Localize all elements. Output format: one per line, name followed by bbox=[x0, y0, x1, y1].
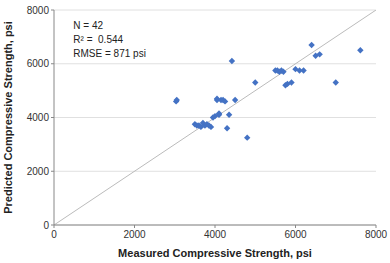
point bbox=[357, 47, 363, 53]
x-tick bbox=[376, 225, 377, 228]
x-tick-label: 4000 bbox=[204, 229, 227, 240]
y-tick bbox=[51, 63, 54, 64]
point bbox=[226, 112, 232, 118]
point bbox=[244, 134, 250, 140]
y-tick-label: 2000 bbox=[27, 166, 50, 177]
grid-line bbox=[54, 10, 376, 11]
point bbox=[174, 97, 180, 103]
chart: 0 2000 4000 6000 8000 0 2000 4000 6000 8000 Measur… bbox=[0, 0, 390, 263]
point bbox=[308, 42, 314, 48]
point bbox=[280, 69, 286, 75]
y-tick-label: 4000 bbox=[27, 112, 50, 123]
grid-line bbox=[54, 171, 376, 172]
x-tick-label: 2000 bbox=[123, 229, 146, 240]
y-axis-label: Predicted Compressive Strength, psi bbox=[2, 21, 14, 214]
point bbox=[232, 97, 238, 103]
x-tick bbox=[295, 225, 296, 228]
y-tick bbox=[51, 171, 54, 172]
point bbox=[216, 110, 222, 116]
plot-area bbox=[54, 10, 376, 225]
y-tick-label: 0 bbox=[43, 220, 49, 231]
y-tick-label: 6000 bbox=[27, 58, 50, 69]
y-tick-label: 8000 bbox=[27, 5, 50, 16]
x-tick-label: 6000 bbox=[284, 229, 307, 240]
point bbox=[288, 79, 294, 85]
stats-annotation: N = 42R² = 0.544RMSE = 871 psi bbox=[73, 20, 146, 59]
point bbox=[208, 124, 214, 130]
point bbox=[229, 58, 235, 64]
y-tick bbox=[51, 117, 54, 118]
point bbox=[224, 125, 230, 131]
equality-line bbox=[54, 10, 376, 225]
point bbox=[316, 51, 322, 57]
y-tick bbox=[51, 225, 54, 226]
y-tick bbox=[51, 10, 54, 11]
x-axis-label: Measured Compressive Strength, psi bbox=[118, 247, 312, 259]
point bbox=[252, 79, 258, 85]
x-tick-label: 8000 bbox=[365, 229, 388, 240]
series bbox=[173, 42, 364, 141]
point bbox=[300, 67, 306, 73]
point bbox=[222, 98, 228, 104]
x-tick bbox=[134, 225, 135, 228]
x-tick bbox=[215, 225, 216, 228]
point bbox=[333, 79, 339, 85]
axes: 0 2000 4000 6000 8000 0 2000 4000 6000 8000 bbox=[27, 5, 388, 241]
x-tick-label: 0 bbox=[51, 229, 57, 240]
grid bbox=[54, 10, 376, 225]
grid-line bbox=[54, 63, 376, 64]
